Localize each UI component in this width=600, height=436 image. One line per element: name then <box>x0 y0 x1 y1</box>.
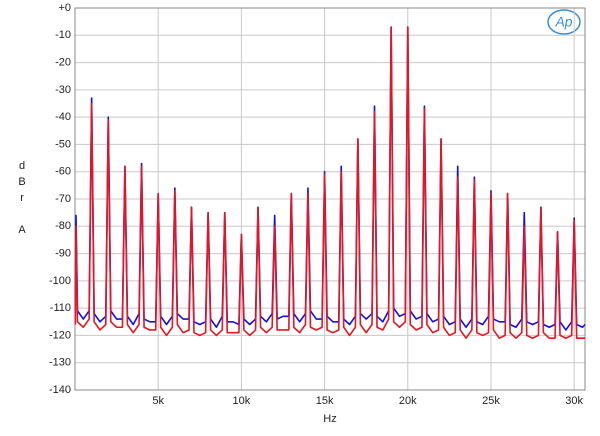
plot-frame <box>74 7 586 391</box>
y-tick-label: -10 <box>55 29 71 41</box>
x-axis-label: Hz <box>323 413 336 425</box>
x-tick-label: 30k <box>565 395 583 407</box>
x-tick-label: 10k <box>233 395 251 407</box>
y-tick-label: -130 <box>49 357 71 369</box>
logo-ring <box>547 9 581 35</box>
y-tick-label: -100 <box>49 275 71 287</box>
x-tick-label: 15k <box>316 395 334 407</box>
y-tick-label: -40 <box>55 111 71 123</box>
spectrum-line <box>74 26 585 339</box>
y-tick-label: -60 <box>55 166 71 178</box>
y-axis-label: dBr A <box>16 160 28 240</box>
x-tick-label: 20k <box>399 395 417 407</box>
y-tick-label: -120 <box>49 329 71 341</box>
y-tick-label: -90 <box>55 247 71 259</box>
y-tick-label: -80 <box>55 220 71 232</box>
y-tick-label: -70 <box>55 193 71 205</box>
x-tick-label: 5k <box>152 395 164 407</box>
y-tick-label: -30 <box>55 84 71 96</box>
x-tick-label: 25k <box>482 395 500 407</box>
y-tick-label: -140 <box>49 384 71 396</box>
y-tick-label: -110 <box>50 302 71 314</box>
logo: Ap <box>554 14 572 30</box>
y-tick-label: -50 <box>55 138 71 150</box>
y-tick-label: +0 <box>58 2 71 14</box>
y-tick-label: -20 <box>55 56 71 68</box>
